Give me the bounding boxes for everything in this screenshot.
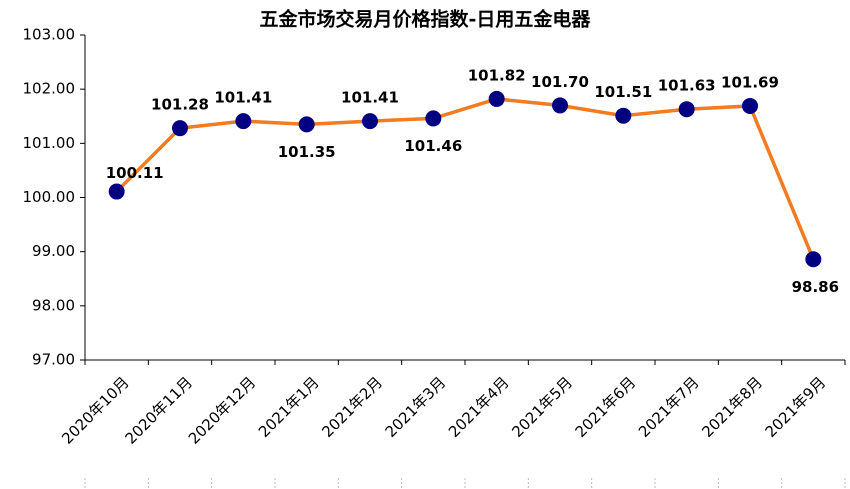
point bbox=[362, 113, 378, 130]
x-tick-label: 2020年10月 bbox=[58, 373, 132, 447]
value-label: 101.46 bbox=[404, 137, 462, 155]
y-tick-label: 103.00 bbox=[23, 26, 76, 44]
point bbox=[488, 90, 505, 107]
point bbox=[235, 113, 252, 130]
y-tick-label: 98.00 bbox=[32, 296, 75, 314]
x-tick-label: 2020年12月 bbox=[185, 373, 259, 447]
point bbox=[678, 101, 695, 118]
x-tick-label: 2021年8月 bbox=[698, 373, 766, 441]
value-label: 101.41 bbox=[214, 89, 272, 107]
point bbox=[298, 116, 315, 133]
x-tick-label: 2021年3月 bbox=[382, 373, 450, 441]
chart-title: 五金市场交易月价格指数-日用五金电器 bbox=[260, 8, 592, 31]
value-label: 101.41 bbox=[341, 89, 399, 107]
point bbox=[172, 120, 188, 137]
value-label: 101.63 bbox=[658, 77, 716, 95]
line bbox=[115, 97, 815, 260]
y-tick-label: 101.00 bbox=[23, 134, 76, 152]
point bbox=[552, 97, 568, 114]
y-tick-label: 100.00 bbox=[23, 188, 76, 206]
x-tick-label: 2021年2月 bbox=[318, 373, 386, 441]
x-tick-label: 2021年1月 bbox=[255, 373, 323, 441]
x-tick-label: 2020年11月 bbox=[122, 373, 196, 447]
value-label: 101.51 bbox=[594, 83, 652, 101]
point bbox=[108, 183, 125, 200]
value-label: 101.69 bbox=[721, 73, 779, 91]
y-tick-label: 97.00 bbox=[32, 351, 75, 369]
value-label: 101.35 bbox=[278, 143, 336, 161]
y-tick-label: 99.00 bbox=[32, 242, 75, 260]
point bbox=[425, 110, 442, 127]
point bbox=[742, 97, 758, 114]
y-tick-label: 102.00 bbox=[23, 80, 76, 98]
x-tick-label: 2021年7月 bbox=[635, 373, 703, 441]
x-tick-label: 2021年6月 bbox=[572, 373, 640, 441]
x-tick-label: 2021年5月 bbox=[508, 373, 576, 441]
point bbox=[805, 251, 822, 268]
point bbox=[615, 107, 632, 124]
value-label: 101.28 bbox=[151, 96, 209, 114]
value-label: 100.11 bbox=[106, 164, 164, 182]
value-label: 98.86 bbox=[792, 278, 839, 296]
x-tick-label: 2021年9月 bbox=[762, 373, 830, 441]
value-label: 101.82 bbox=[468, 66, 526, 84]
x-tick-label: 2021年4月 bbox=[445, 373, 513, 441]
value-label: 101.70 bbox=[531, 73, 589, 91]
